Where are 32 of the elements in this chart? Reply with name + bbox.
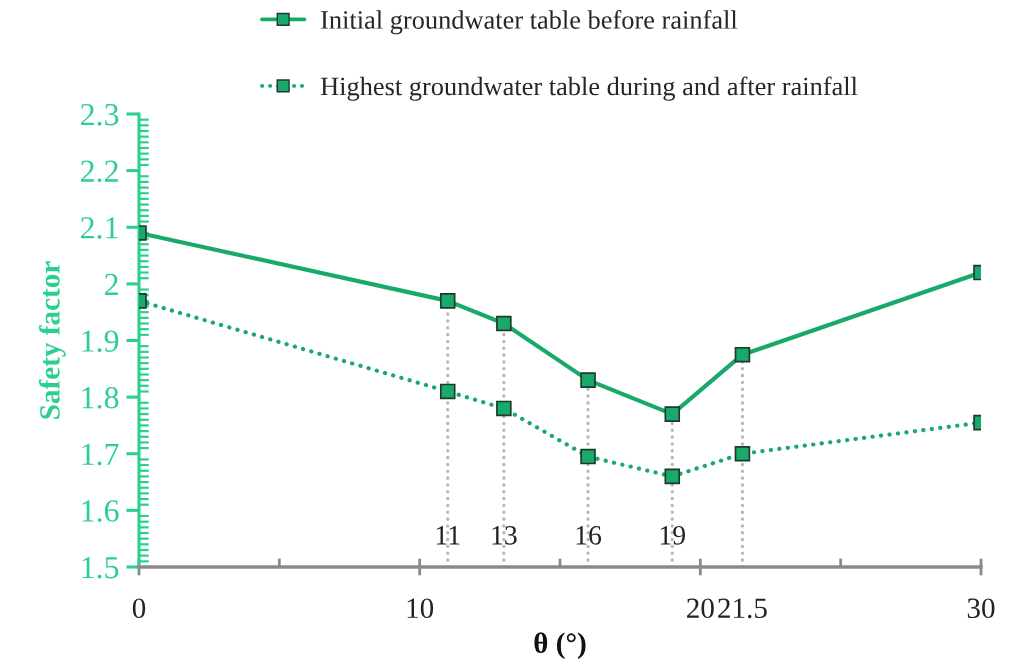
ref-line-label: 13 <box>492 526 517 545</box>
x-tick-label: 20 <box>687 598 714 619</box>
point <box>734 445 751 462</box>
legend-label: Highest groundwater table during and after rainfall <box>320 76 858 101</box>
y-tick-label: 2 <box>104 273 118 295</box>
legend-label: Initial groundwater table before rainfall <box>321 10 738 35</box>
point <box>734 346 751 363</box>
y-tick-label: 2.3 <box>81 103 119 126</box>
point <box>439 293 456 309</box>
y-tick-label: 2.1 <box>81 217 118 239</box>
y-tick-label: 1.5 <box>82 556 119 579</box>
y-tick-label: 1.7 <box>82 443 119 466</box>
point <box>664 406 681 422</box>
point <box>439 383 456 400</box>
point <box>580 448 596 465</box>
point <box>580 372 596 388</box>
x-tick-label: 0 <box>132 598 146 619</box>
x-axis-title: θ (°) <box>534 632 586 659</box>
x-tick-label: 30 <box>967 598 995 619</box>
point <box>664 468 681 485</box>
ref-line-label: 11 <box>436 526 460 545</box>
x-tick-label: 21.5 <box>718 598 767 619</box>
y-tick-label: 2.2 <box>81 160 118 183</box>
point <box>496 400 512 417</box>
ref-line-label: 16 <box>576 526 602 545</box>
y-tick-label: 1.6 <box>82 500 119 522</box>
ref-line-label: 19 <box>660 526 686 545</box>
y-tick-label: 1.9 <box>82 330 119 353</box>
y-axis-title: Safety factor <box>38 261 66 419</box>
y-tick-label: 1.8 <box>82 386 119 409</box>
point <box>496 315 512 332</box>
x-tick-label: 10 <box>407 598 434 619</box>
